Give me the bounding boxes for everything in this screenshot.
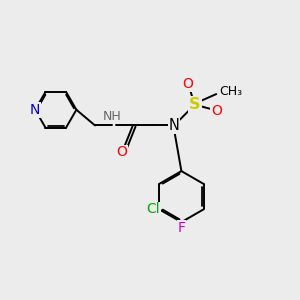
Text: O: O	[211, 104, 222, 118]
Text: N: N	[169, 118, 179, 133]
Text: S: S	[189, 98, 200, 112]
Text: N: N	[30, 103, 40, 117]
Text: F: F	[177, 221, 185, 235]
Text: CH₃: CH₃	[219, 85, 242, 98]
Text: O: O	[182, 77, 193, 91]
Text: NH: NH	[103, 110, 122, 124]
Text: Cl: Cl	[147, 202, 160, 216]
Text: O: O	[117, 146, 128, 160]
